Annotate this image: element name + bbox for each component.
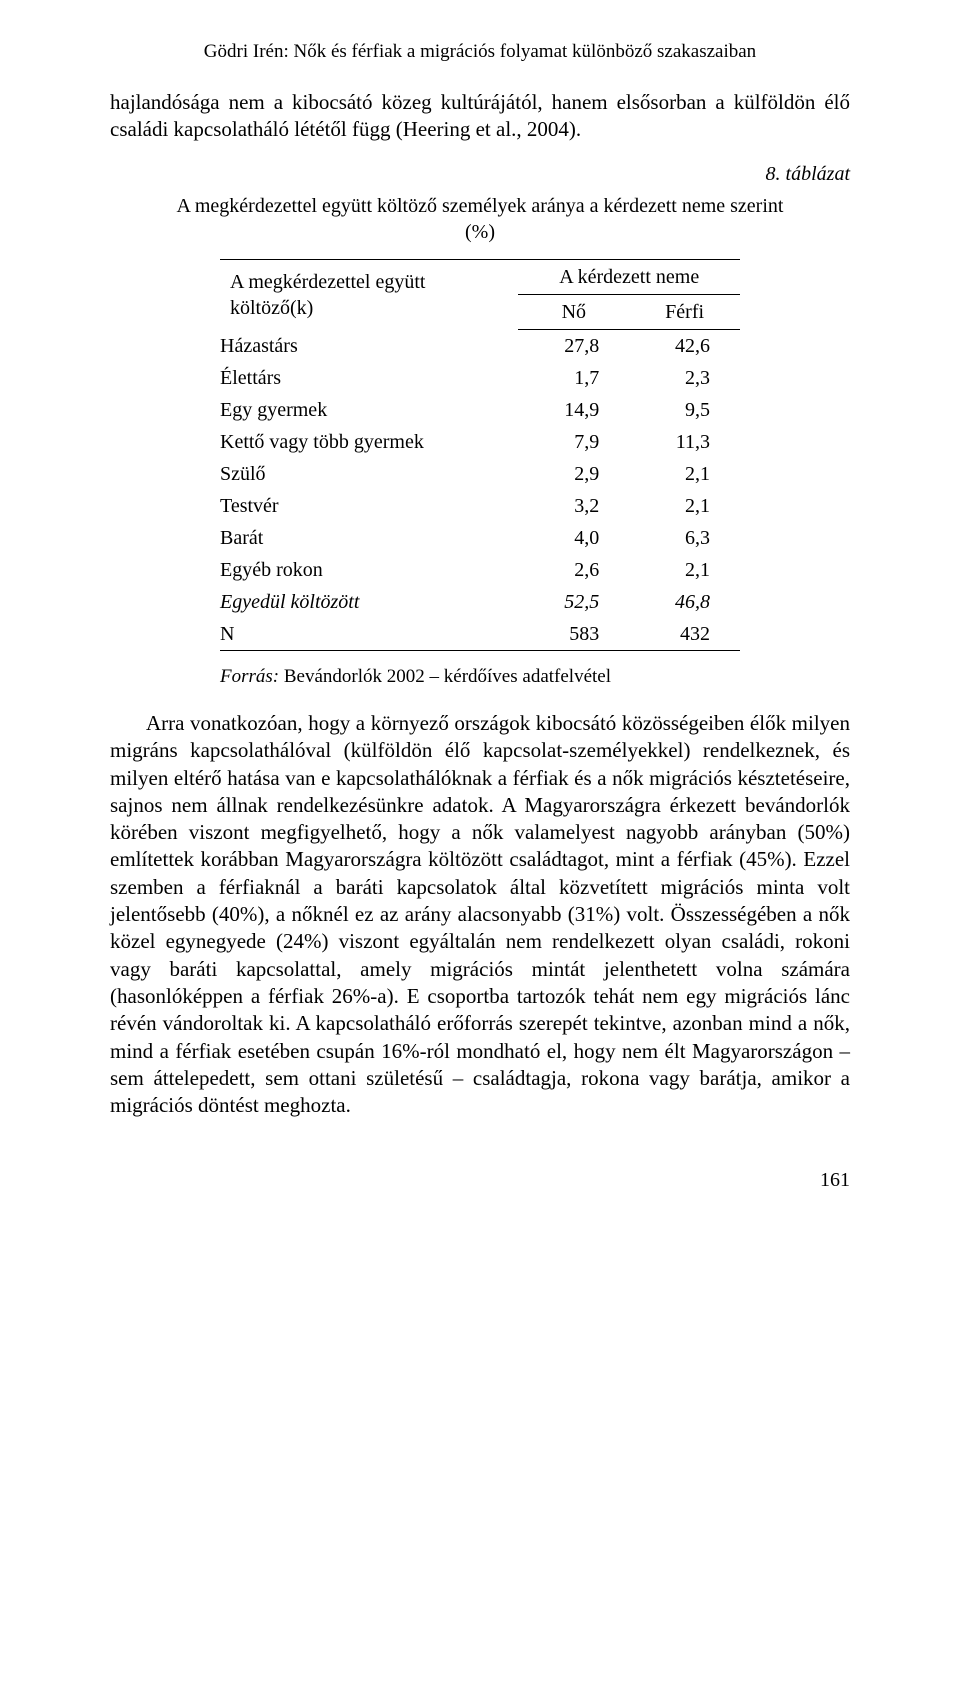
table-number-label: 8. táblázat xyxy=(110,161,850,187)
row-label: Egyéb rokon xyxy=(220,554,518,586)
row-label: N xyxy=(220,618,518,651)
cell-no: 14,9 xyxy=(518,394,629,426)
cell-no: 52,5 xyxy=(518,586,629,618)
cell-ferfi: 9,5 xyxy=(629,394,740,426)
source-label: Forrás: xyxy=(220,666,279,687)
table-source: Forrás: Bevándorlók 2002 – kérdőíves ada… xyxy=(220,665,850,690)
cell-ferfi: 2,3 xyxy=(629,362,740,394)
cell-ferfi: 11,3 xyxy=(629,426,740,458)
cell-no: 27,8 xyxy=(518,330,629,363)
col-header-group: A kérdezett neme xyxy=(518,260,740,295)
row-label: Házastárs xyxy=(220,330,518,363)
cell-no: 2,9 xyxy=(518,458,629,490)
cell-no: 1,7 xyxy=(518,362,629,394)
cell-no: 2,6 xyxy=(518,554,629,586)
running-header: Gödri Irén: Nők és férfiak a migrációs f… xyxy=(110,40,850,65)
row-label: Egyedül költözött xyxy=(220,586,518,618)
col-header-left-line2: költöző(k) xyxy=(230,297,313,319)
cell-no: 4,0 xyxy=(518,522,629,554)
row-label: Egy gyermek xyxy=(220,394,518,426)
cell-ferfi: 2,1 xyxy=(629,490,740,522)
cell-no: 3,2 xyxy=(518,490,629,522)
intro-paragraph: hajlandósága nem a kibocsátó közeg kultú… xyxy=(110,89,850,144)
row-label: Élettárs xyxy=(220,362,518,394)
col-header-left: A megkérdezettel együtt költöző(k) xyxy=(220,260,518,330)
col-header-left-line1: A megkérdezettel együtt xyxy=(230,271,425,293)
table-row: Egyéb rokon2,62,1 xyxy=(220,554,740,586)
cell-ferfi: 432 xyxy=(629,618,740,651)
table-row: Egyedül költözött52,546,8 xyxy=(220,586,740,618)
col-header-ferfi: Férfi xyxy=(629,295,740,330)
cell-ferfi: 2,1 xyxy=(629,458,740,490)
cell-ferfi: 6,3 xyxy=(629,522,740,554)
cell-no: 583 xyxy=(518,618,629,651)
data-table: A megkérdezettel együtt költöző(k) A kér… xyxy=(220,259,740,651)
cell-no: 7,9 xyxy=(518,426,629,458)
row-label: Kettő vagy több gyermek xyxy=(220,426,518,458)
row-label: Barát xyxy=(220,522,518,554)
table-caption: A megkérdezettel együtt költöző személye… xyxy=(110,193,850,245)
source-text: Bevándorlók 2002 – kérdőíves adatfelvéte… xyxy=(279,666,611,687)
table-row: Szülő2,92,1 xyxy=(220,458,740,490)
body-paragraph: Arra vonatkozóan, hogy a környező ország… xyxy=(110,710,850,1119)
table-row: Élettárs1,72,3 xyxy=(220,362,740,394)
col-header-no: Nő xyxy=(518,295,629,330)
table-row: N583432 xyxy=(220,618,740,651)
table-row: Testvér3,22,1 xyxy=(220,490,740,522)
page-number: 161 xyxy=(110,1167,850,1193)
table-row: Barát4,06,3 xyxy=(220,522,740,554)
table-row: Kettő vagy több gyermek7,911,3 xyxy=(220,426,740,458)
cell-ferfi: 46,8 xyxy=(629,586,740,618)
table-row: Egy gyermek14,99,5 xyxy=(220,394,740,426)
row-label: Testvér xyxy=(220,490,518,522)
table-row: Házastárs27,842,6 xyxy=(220,330,740,363)
row-label: Szülő xyxy=(220,458,518,490)
cell-ferfi: 42,6 xyxy=(629,330,740,363)
cell-ferfi: 2,1 xyxy=(629,554,740,586)
